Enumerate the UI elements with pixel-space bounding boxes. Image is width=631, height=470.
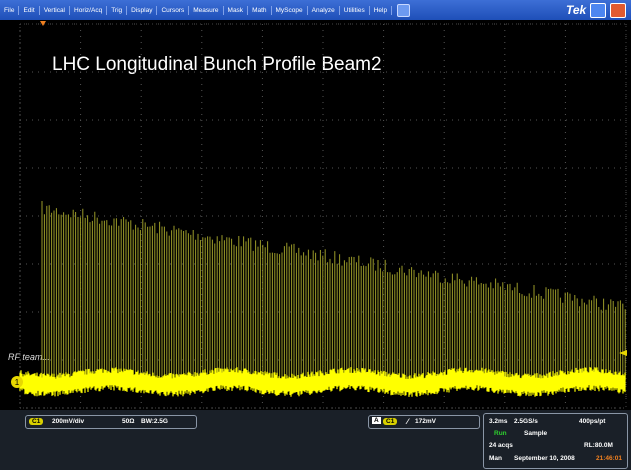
record-length: RL:80.0M — [584, 442, 613, 449]
trigger-mode: Man — [489, 455, 502, 462]
run-state: Run — [494, 430, 507, 437]
menu-button[interactable] — [397, 4, 410, 17]
menu-item[interactable]: Horiz/Acq — [70, 6, 107, 15]
status-panel: C1 200mV/div 50Ω BW:2.5G A C1 ∕ 172mV 3.… — [0, 410, 631, 470]
menu-item[interactable]: Analyze — [308, 6, 340, 15]
date: September 10, 2008 — [514, 455, 575, 462]
channel-badge: C1 — [29, 418, 43, 425]
menu-item[interactable]: Trig — [107, 6, 127, 15]
trigger-channel: C1 — [383, 418, 397, 425]
menu-item[interactable]: Edit — [19, 6, 39, 15]
bandwidth: BW:2.5G — [141, 418, 168, 425]
channel-marker: 1 — [15, 378, 20, 387]
annotation: RF team... — [8, 352, 50, 362]
menu-item[interactable]: Vertical — [40, 6, 70, 15]
menu-item[interactable]: Utilities — [340, 6, 370, 15]
menu-item[interactable]: Mask — [224, 6, 249, 15]
trigger-source: A — [372, 417, 381, 424]
menu-item[interactable]: Cursors — [157, 6, 189, 15]
acquisition-readout[interactable]: 3.2ms 2.5GS/s 400ps/pt Run Sample 24 acq… — [483, 413, 628, 469]
bunch-spikes — [42, 201, 625, 380]
graticule: LHC Longitudinal Bunch Profile Beam2 RF … — [0, 20, 631, 410]
menu-item[interactable]: MyScope — [272, 6, 308, 15]
brand: Tek — [566, 3, 586, 17]
menu-item[interactable]: File — [0, 6, 19, 15]
acq-count: 24 acqs — [489, 442, 513, 449]
menu-item[interactable]: Measure — [189, 6, 223, 15]
resolution: 400ps/pt — [579, 418, 605, 425]
menu-item[interactable]: Help — [370, 6, 392, 15]
menu-item[interactable]: Display — [127, 6, 157, 15]
sample-rate: 2.5GS/s — [514, 418, 538, 425]
trigger-level: 172mV — [415, 418, 436, 425]
time-scale: 3.2ms — [489, 418, 507, 425]
menu-item[interactable]: Math — [248, 6, 271, 15]
channel-readout[interactable]: C1 200mV/div 50Ω BW:2.5G — [25, 415, 197, 429]
vertical-scale: 200mV/div — [52, 418, 84, 425]
impedance: 50Ω — [122, 418, 134, 425]
acq-mode: Sample — [524, 430, 547, 437]
trigger-slope-icon: ∕ — [407, 417, 408, 426]
time: 21:46:01 — [596, 455, 622, 462]
close-button[interactable] — [610, 3, 626, 18]
minimize-button[interactable] — [590, 3, 606, 18]
trigger-readout[interactable]: A C1 ∕ 172mV — [368, 415, 480, 429]
oscilloscope-app: FileEditVerticalHoriz/AcqTrigDisplayCurs… — [0, 0, 631, 470]
